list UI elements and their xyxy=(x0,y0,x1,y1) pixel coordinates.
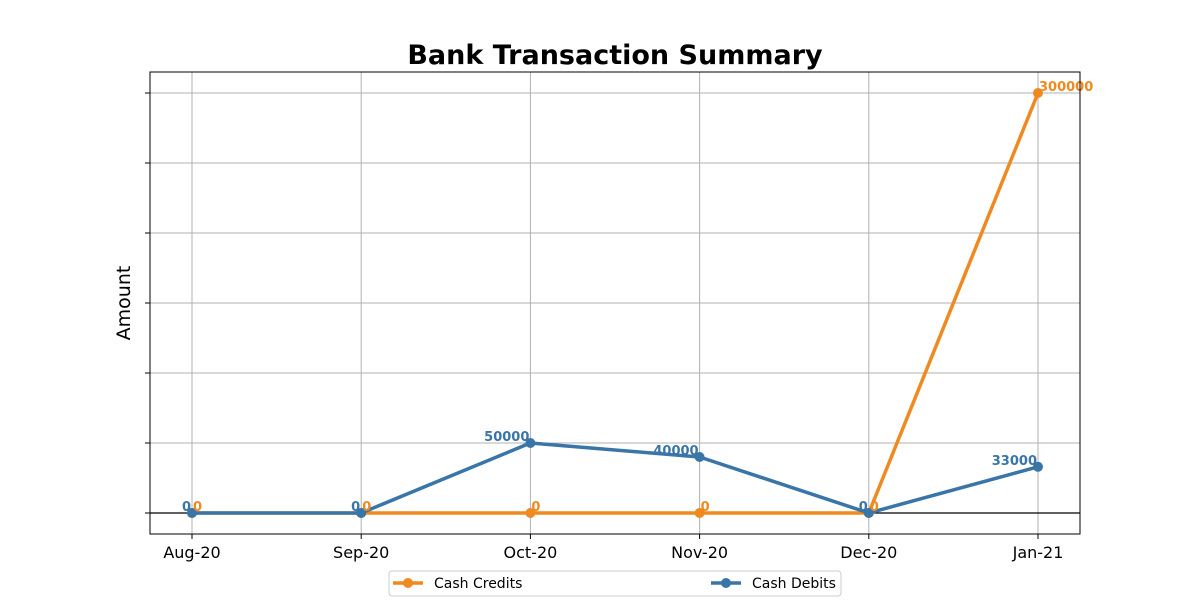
x-tick-label: Dec-20 xyxy=(840,543,897,562)
x-tick-label: Sep-20 xyxy=(333,543,389,562)
legend-swatch-marker xyxy=(403,578,413,588)
data-point xyxy=(356,508,367,518)
data-label: 0 xyxy=(362,500,371,515)
series-line xyxy=(192,441,1039,515)
data-label: 50000 xyxy=(484,430,529,445)
data-point xyxy=(694,452,705,462)
data-point xyxy=(525,438,536,448)
legend-label: Cash Debits xyxy=(752,576,836,592)
legend-swatch-marker xyxy=(721,578,731,588)
x-tick-label: Jan-21 xyxy=(1012,543,1064,562)
data-point xyxy=(187,508,197,518)
data-label: 0 xyxy=(701,500,710,515)
x-tick-label: Oct-20 xyxy=(504,543,558,562)
data-label: 0 xyxy=(859,500,868,515)
data-label: 33000 xyxy=(992,454,1037,469)
data-label: 0 xyxy=(351,500,360,515)
data-label: 300000 xyxy=(1039,80,1093,95)
data-point xyxy=(1033,461,1043,472)
data-label: 0 xyxy=(182,500,191,515)
data-label: 0 xyxy=(870,500,879,515)
data-point xyxy=(1033,88,1043,98)
legend: Cash Credits Cash Debits xyxy=(388,570,842,597)
series-group xyxy=(187,88,1043,518)
data-point xyxy=(525,508,536,518)
x-tick-label: Aug-20 xyxy=(163,543,220,562)
legend-frame xyxy=(388,570,842,597)
x-tick-label: Nov-20 xyxy=(671,543,728,562)
data-point xyxy=(863,508,874,518)
y-axis-label: Amount xyxy=(113,266,135,341)
y-axis xyxy=(145,92,150,514)
data-label: 0 xyxy=(531,500,540,515)
data-point xyxy=(694,508,705,518)
chart-title: Bank Transaction Summary xyxy=(407,40,823,71)
data-label: 40000 xyxy=(653,444,698,459)
data-label: 0 xyxy=(193,500,202,515)
legend-label: Cash Credits xyxy=(434,576,522,592)
x-axis: Aug-20 Sep-20 Oct-20 Nov-20 Dec-20 Jan-21 xyxy=(163,534,1063,562)
